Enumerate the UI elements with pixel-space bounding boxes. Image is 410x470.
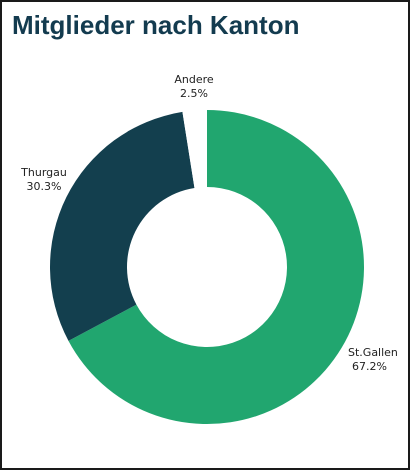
chart-title: Mitglieder nach Kanton [12, 10, 300, 40]
slice-value-label: 30.3% [27, 180, 62, 193]
slice-value-label: 2.5% [180, 87, 208, 100]
slice-value-label: 67.2% [352, 360, 387, 373]
slice-st-gallen [68, 110, 365, 425]
slice-label: Andere [174, 73, 214, 86]
slice-thurgau [49, 111, 195, 341]
slice-label: St.Gallen [348, 346, 398, 359]
slice-label: Thurgau [20, 166, 67, 179]
slice-andere [182, 110, 207, 188]
donut-slices [49, 110, 365, 425]
